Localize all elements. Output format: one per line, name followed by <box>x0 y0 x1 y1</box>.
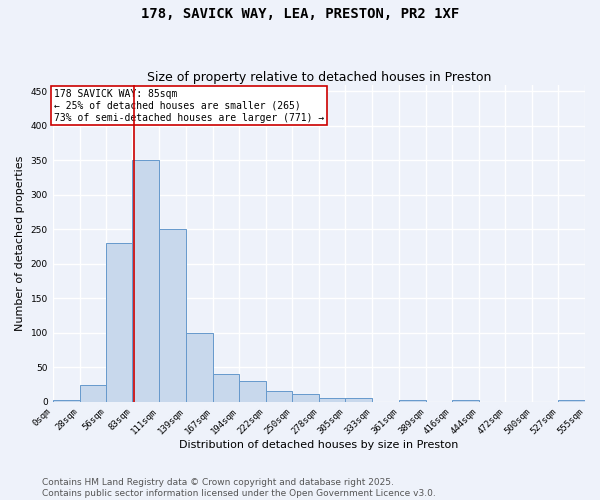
Bar <box>399 400 426 402</box>
Bar <box>213 374 239 402</box>
Bar <box>106 243 132 402</box>
Text: 178 SAVICK WAY: 85sqm
← 25% of detached houses are smaller (265)
73% of semi-det: 178 SAVICK WAY: 85sqm ← 25% of detached … <box>53 90 324 122</box>
Bar <box>292 394 319 402</box>
Text: Contains HM Land Registry data © Crown copyright and database right 2025.
Contai: Contains HM Land Registry data © Crown c… <box>42 478 436 498</box>
Bar <box>558 400 585 402</box>
Bar <box>345 398 372 402</box>
Bar <box>132 160 159 402</box>
Bar <box>80 384 106 402</box>
Bar <box>186 333 213 402</box>
Bar <box>452 400 479 402</box>
X-axis label: Distribution of detached houses by size in Preston: Distribution of detached houses by size … <box>179 440 458 450</box>
Bar <box>319 398 345 402</box>
Bar <box>159 230 186 402</box>
Bar <box>239 381 266 402</box>
Y-axis label: Number of detached properties: Number of detached properties <box>15 156 25 331</box>
Title: Size of property relative to detached houses in Preston: Size of property relative to detached ho… <box>146 72 491 85</box>
Bar <box>266 392 292 402</box>
Bar <box>53 400 80 402</box>
Text: 178, SAVICK WAY, LEA, PRESTON, PR2 1XF: 178, SAVICK WAY, LEA, PRESTON, PR2 1XF <box>141 8 459 22</box>
